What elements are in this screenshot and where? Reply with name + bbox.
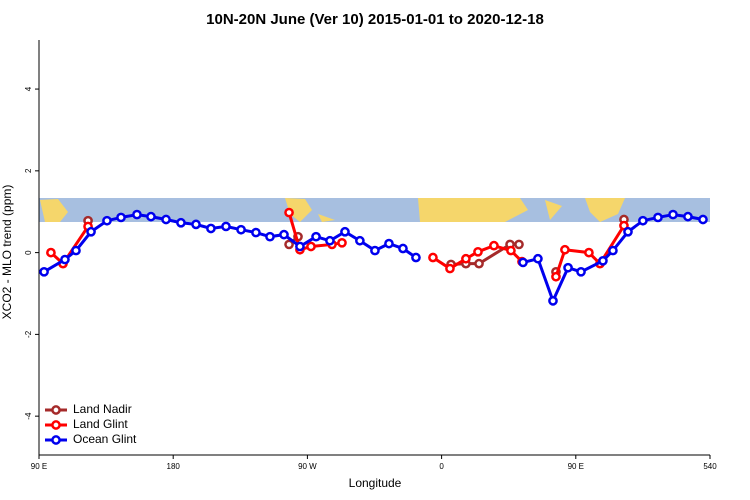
data-point bbox=[116, 212, 126, 223]
legend-label: Land Glint bbox=[73, 417, 128, 431]
data-point bbox=[311, 231, 321, 242]
data-point bbox=[474, 258, 484, 269]
data-point bbox=[146, 211, 156, 222]
data-point bbox=[176, 217, 186, 228]
data-point bbox=[506, 245, 516, 256]
data-point bbox=[60, 254, 70, 265]
data-point bbox=[398, 243, 408, 254]
y-tick-label: 4 bbox=[24, 86, 33, 91]
data-point bbox=[86, 226, 96, 237]
series-line bbox=[522, 213, 704, 305]
y-axis-label: XCO2 - MLO trend (ppm) bbox=[0, 185, 14, 320]
data-point bbox=[206, 223, 216, 234]
data-point bbox=[295, 241, 305, 252]
data-point bbox=[623, 226, 633, 237]
data-point bbox=[46, 247, 56, 258]
data-point bbox=[638, 215, 648, 226]
data-point bbox=[608, 245, 618, 256]
data-point bbox=[284, 239, 294, 250]
data-point bbox=[325, 235, 335, 246]
x-tick-label: 90 W bbox=[298, 462, 317, 471]
data-point bbox=[445, 263, 455, 274]
data-point bbox=[653, 212, 663, 223]
data-point bbox=[563, 262, 573, 273]
data-point bbox=[428, 252, 438, 263]
data-point bbox=[598, 255, 608, 266]
data-point bbox=[533, 253, 543, 264]
data-point bbox=[548, 296, 558, 306]
data-point bbox=[284, 207, 294, 218]
data-point bbox=[576, 266, 586, 277]
y-tick-label: -2 bbox=[24, 330, 33, 338]
data-point bbox=[265, 231, 275, 242]
x-tick-label: 0 bbox=[439, 462, 444, 471]
data-point bbox=[279, 229, 289, 240]
data-point bbox=[370, 245, 380, 256]
data-point bbox=[306, 241, 316, 252]
data-point bbox=[132, 209, 142, 220]
x-axis-label: Longitude bbox=[349, 476, 402, 490]
data-point bbox=[514, 239, 524, 250]
y-tick-label: 0 bbox=[24, 250, 33, 255]
x-tick-label: 180 bbox=[167, 462, 181, 471]
y-tick-label: 2 bbox=[24, 168, 33, 173]
data-point bbox=[683, 211, 693, 222]
data-point bbox=[221, 221, 231, 232]
chart-title: 10N-20N June (Ver 10) 2015-01-01 to 2020… bbox=[206, 11, 544, 28]
data-point bbox=[518, 257, 528, 268]
legend-label: Ocean Glint bbox=[73, 432, 137, 446]
x-tick-label: 540 bbox=[703, 462, 717, 471]
data-point bbox=[71, 245, 81, 256]
data-point bbox=[340, 226, 350, 237]
data-point bbox=[39, 266, 49, 277]
data-point bbox=[560, 244, 570, 255]
data-point bbox=[355, 235, 365, 246]
data-point bbox=[251, 227, 261, 238]
legend-marker bbox=[51, 420, 61, 430]
x-tick-label: 90 E bbox=[568, 462, 584, 471]
data-point bbox=[473, 246, 483, 257]
data-point bbox=[698, 214, 708, 225]
y-tick-label: -4 bbox=[24, 412, 33, 420]
data-point bbox=[384, 238, 394, 249]
legend-marker bbox=[51, 435, 61, 445]
data-point bbox=[411, 252, 421, 263]
data-point bbox=[489, 240, 499, 251]
x-tick-label: 90 E bbox=[31, 462, 47, 471]
data-point bbox=[461, 253, 471, 264]
data-point bbox=[337, 237, 347, 248]
data-point bbox=[584, 247, 594, 258]
data-point bbox=[161, 214, 171, 225]
data-point bbox=[551, 271, 561, 282]
data-point bbox=[236, 224, 246, 235]
data-point bbox=[191, 219, 201, 230]
data-point bbox=[102, 215, 112, 226]
data-point bbox=[668, 209, 678, 220]
legend-marker bbox=[51, 405, 61, 415]
legend-label: Land Nadir bbox=[73, 402, 132, 416]
